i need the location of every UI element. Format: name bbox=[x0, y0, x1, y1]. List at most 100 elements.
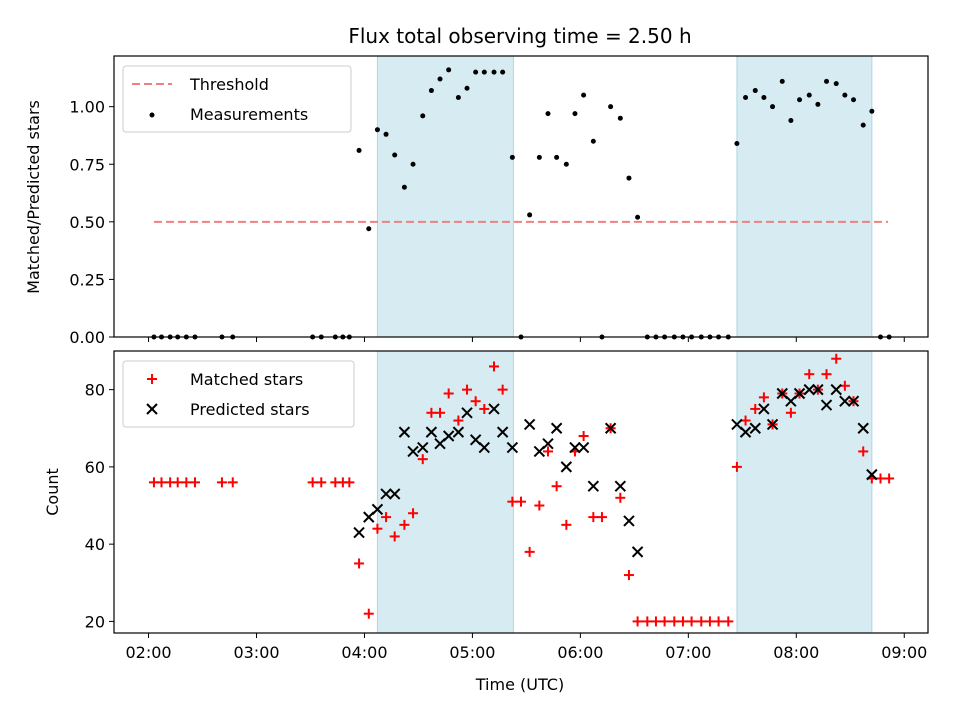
legend-matched-swatch bbox=[147, 374, 157, 384]
y-tick-label: 40 bbox=[85, 535, 105, 554]
predicted-star-point bbox=[542, 438, 554, 450]
matched-star-point bbox=[524, 546, 535, 557]
matched-star-point bbox=[704, 616, 715, 627]
measurement-point bbox=[437, 76, 443, 82]
measurement-point bbox=[572, 111, 578, 117]
matched-star-point bbox=[650, 616, 661, 627]
matched-star-point bbox=[723, 616, 734, 627]
predicted-star-point bbox=[749, 422, 761, 434]
predicted-star-point bbox=[407, 445, 419, 458]
x-tick-label: 04:00 bbox=[341, 643, 387, 662]
matched-star-point bbox=[316, 477, 327, 488]
matched-star-point bbox=[615, 492, 626, 503]
measurement-point bbox=[860, 122, 866, 128]
measurement-point bbox=[815, 101, 821, 107]
x-tick-label: 07:00 bbox=[665, 643, 711, 662]
predicted-star-point bbox=[478, 441, 491, 454]
bottom-y-axis-label: Count bbox=[43, 468, 62, 516]
predicted-star-point bbox=[866, 468, 878, 481]
measurement-point bbox=[635, 214, 641, 220]
matched-star-point bbox=[443, 388, 454, 399]
matched-star-point bbox=[642, 616, 653, 627]
highlight-band-0 bbox=[376, 55, 514, 338]
matched-star-point bbox=[534, 500, 545, 511]
top-y-axis-label: Matched/Predicted stars bbox=[24, 100, 43, 294]
top-panel: 0.00 0.25 0.50 0.75 1.00 Matched/Predicted s… bbox=[24, 55, 929, 347]
matched-star-point bbox=[417, 454, 428, 465]
measurement-point bbox=[509, 154, 515, 160]
predicted-star-point bbox=[820, 399, 833, 411]
legend-measurements-label: Measurements bbox=[190, 105, 308, 124]
predicted-star-point bbox=[812, 383, 824, 396]
y-tick-label: 0.50 bbox=[69, 213, 105, 232]
y-tick-label: 0.25 bbox=[69, 270, 105, 289]
x-tick-label: 08:00 bbox=[773, 643, 819, 662]
measurement-point bbox=[500, 69, 506, 75]
matched-star-point bbox=[489, 361, 500, 372]
matched-star-point bbox=[758, 392, 769, 403]
predicted-star-point bbox=[604, 422, 617, 434]
matched-star-point bbox=[381, 512, 392, 523]
predicted-star-point bbox=[587, 480, 600, 492]
matched-star-point bbox=[389, 531, 400, 542]
matched-star-point bbox=[189, 477, 200, 488]
matched-star-point bbox=[731, 461, 742, 472]
predicted-star-point bbox=[461, 407, 473, 419]
matched-star-point bbox=[408, 508, 419, 519]
matched-star-point bbox=[181, 477, 192, 488]
measurement-point bbox=[392, 152, 398, 158]
y-tick-label: 60 bbox=[85, 458, 105, 477]
matched-star-point bbox=[172, 477, 183, 488]
measurement-point bbox=[581, 92, 587, 98]
matched-star-point bbox=[740, 415, 751, 426]
measurement-point bbox=[842, 92, 848, 98]
chart-title: Flux total observing time = 2.50 h bbox=[348, 24, 691, 48]
measurement-point bbox=[608, 104, 614, 110]
measurement-point bbox=[833, 81, 839, 87]
measurement-point bbox=[824, 78, 830, 84]
predicted-star-point bbox=[857, 422, 869, 434]
measurement-point bbox=[797, 97, 803, 103]
y-tick-label: 1.00 bbox=[69, 98, 105, 117]
measurement-point bbox=[428, 88, 434, 94]
top-bands bbox=[376, 55, 873, 338]
predicted-star-point bbox=[631, 546, 644, 558]
measurement-point bbox=[455, 94, 461, 100]
measurement-point bbox=[464, 85, 470, 91]
matched-star-point bbox=[307, 477, 318, 488]
matched-star-point bbox=[623, 570, 634, 581]
measurement-point bbox=[761, 94, 767, 100]
predicted-star-point bbox=[614, 480, 627, 492]
predicted-star-point bbox=[839, 395, 851, 407]
matched-star-point bbox=[435, 407, 446, 418]
measurement-point bbox=[401, 184, 407, 190]
measurement-point bbox=[374, 127, 380, 133]
top-legend-box bbox=[122, 65, 352, 133]
matched-star-point bbox=[632, 616, 643, 627]
y-tick-label: 80 bbox=[85, 381, 105, 400]
legend-threshold-label: Threshold bbox=[189, 75, 269, 94]
matched-star-point bbox=[677, 616, 688, 627]
matched-star-point bbox=[363, 608, 374, 619]
predicted-star-point bbox=[442, 430, 455, 442]
x-tick-label: 09:00 bbox=[881, 643, 927, 662]
matched-star-point bbox=[821, 369, 832, 380]
top-x-ticks bbox=[148, 337, 905, 342]
predicted-star-point bbox=[417, 441, 429, 454]
measurement-point bbox=[356, 147, 362, 153]
measurement-point bbox=[869, 108, 875, 114]
predicted-star-point bbox=[766, 418, 779, 431]
predicted-star-point bbox=[569, 441, 581, 454]
matched-star-point bbox=[542, 446, 553, 457]
measurement-point bbox=[491, 69, 497, 75]
measurement-point bbox=[554, 154, 560, 160]
bottom-legend: Matched stars Predicted stars bbox=[122, 360, 355, 428]
matched-star-point bbox=[227, 477, 238, 488]
matched-star-point bbox=[686, 616, 697, 627]
bottom-bands bbox=[376, 350, 873, 634]
predicted-star-point bbox=[425, 426, 438, 438]
bottom-x-ticks: 02:00 03:00 04:00 05:00 06:00 07:00 08:00 09:00 bbox=[125, 633, 927, 662]
matched-star-point bbox=[750, 403, 761, 414]
